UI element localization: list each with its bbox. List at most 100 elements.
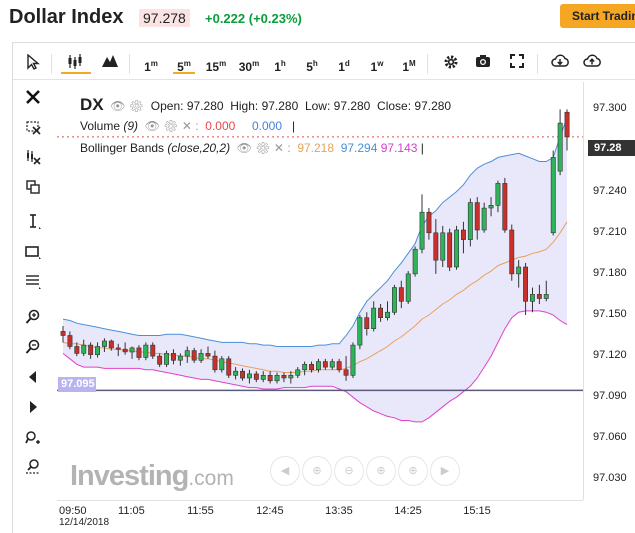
chart-toolbar: 1m 5m 15m 30m 1h 5h 1d 1w 1M	[13, 48, 635, 80]
interval-1m[interactable]: 1m	[144, 59, 158, 74]
scroll-right-icon[interactable]	[22, 396, 44, 418]
y-tick-label: 97.120	[593, 349, 627, 362]
x-tick-label: 09:50	[59, 505, 87, 517]
remove-indicators-icon[interactable]	[22, 146, 44, 168]
candle-body	[233, 370, 239, 376]
cursor-icon[interactable]	[23, 53, 43, 74]
candle-body	[350, 344, 356, 376]
bb-upper-value: 97.294	[340, 141, 378, 155]
candle-body	[385, 311, 390, 318]
interval-1M[interactable]: 1M	[402, 59, 416, 74]
area-chart-icon[interactable]	[99, 54, 121, 74]
zoom-in-icon[interactable]	[22, 306, 44, 328]
candle-body	[150, 344, 156, 357]
interval-15m[interactable]: 15m	[205, 59, 227, 74]
candle-body	[101, 340, 107, 347]
remove-drawings-icon[interactable]	[22, 116, 44, 138]
candle-body	[322, 361, 328, 368]
price-change: +0.222 (+0.23%)	[205, 11, 302, 26]
candle-body	[219, 358, 225, 371]
nav-zoom-out-icon[interactable]: ⊖	[334, 456, 364, 486]
candle-body	[550, 157, 556, 234]
candle-body	[88, 344, 94, 356]
candle-body	[481, 207, 487, 231]
fullscreen-icon[interactable]	[507, 54, 527, 74]
candles-icon[interactable]	[61, 54, 91, 74]
chart-nav-controls: ◀ ⊕ ⊖ ⊕ ⊕ ▶	[270, 456, 460, 486]
cloud-upload-icon[interactable]	[581, 54, 603, 74]
y-tick-label: 97.300	[593, 102, 627, 115]
candle-body	[274, 374, 280, 382]
candle-body	[495, 183, 501, 206]
candle-body	[454, 229, 459, 268]
candle-body	[74, 346, 80, 354]
fibonacci-tool-icon[interactable]	[22, 270, 44, 292]
bb-controls-icon[interactable]: 👁 ⚙ ✕ :	[233, 141, 294, 155]
nav-zoom-reset-2-icon[interactable]: ⊕	[398, 456, 428, 486]
bb-middle-value: 97.218	[297, 141, 335, 155]
camera-icon[interactable]	[473, 54, 493, 74]
interval-1h[interactable]: 1h	[274, 59, 286, 74]
y-tick-label: 97.240	[593, 184, 627, 197]
y-tick-label: 97.090	[593, 390, 627, 403]
quote-header: Dollar Index 97.278 +0.222 (+0.23%) Star…	[0, 0, 635, 40]
x-tick-label: 15:15	[463, 505, 491, 517]
chart-frame-left	[12, 42, 13, 533]
candle-body	[129, 347, 135, 353]
nav-zoom-reset-icon[interactable]: ⊕	[366, 456, 396, 486]
interval-1d[interactable]: 1d	[338, 59, 350, 74]
interval-30m[interactable]: 30m	[238, 59, 260, 74]
nav-right-icon[interactable]: ▶	[430, 456, 460, 486]
interval-1w[interactable]: 1w	[370, 59, 384, 74]
settings-small-icon[interactable]: ⚙	[128, 99, 148, 113]
candle-body	[419, 211, 425, 250]
interval-5m[interactable]: 5m	[173, 54, 195, 74]
candle-body	[529, 294, 535, 302]
candle-body	[253, 373, 259, 380]
eye-icon[interactable]: 👁	[106, 99, 129, 113]
candle-body	[343, 369, 349, 376]
candle-body	[67, 335, 73, 347]
candle-body	[191, 350, 197, 361]
settings-gear-icon[interactable]	[441, 54, 461, 74]
candle-body	[412, 248, 418, 275]
candle-body	[122, 348, 128, 353]
y-tick-label: 97.030	[593, 472, 627, 485]
candle-body	[260, 374, 266, 380]
zoom-out-icon[interactable]	[22, 336, 44, 358]
volume-controls-icon[interactable]: 👁 ⚙ ✕ :	[141, 119, 202, 133]
candle-body	[467, 202, 473, 240]
candle-body	[543, 294, 549, 299]
y-tick-label: 97.150	[593, 307, 627, 320]
candle-body	[108, 340, 114, 349]
candle-body	[164, 353, 170, 365]
candle-body	[198, 353, 204, 361]
bollinger-legend: Bollinger Bands (close,20,2) 👁 ⚙ ✕ : 97.…	[80, 141, 424, 155]
zoom-area-icon[interactable]	[22, 426, 44, 448]
bb-params: (close,20,2)	[167, 141, 231, 155]
copy-icon[interactable]	[22, 176, 44, 198]
time-axis[interactable]: 12/14/2018 09:50 11:05 11:55 12:45 13:35 14:2…	[57, 500, 583, 533]
bollinger-band-fill	[63, 117, 567, 422]
close-icon[interactable]	[22, 86, 44, 108]
nav-left-icon[interactable]: ◀	[270, 456, 300, 486]
y-tick-label: 97.060	[593, 431, 627, 444]
vertical-line-tool-icon[interactable]	[22, 210, 44, 232]
date-label: 12/14/2018	[59, 517, 110, 528]
candle-body	[309, 363, 314, 371]
low-value: 97.280	[333, 99, 371, 113]
bb-lower-value: 97.143	[380, 141, 418, 155]
price-chart[interactable]	[57, 82, 583, 500]
reset-zoom-icon[interactable]	[22, 456, 44, 478]
legend-symbol: DX	[80, 95, 104, 114]
scroll-left-icon[interactable]	[22, 366, 44, 388]
rectangle-tool-icon[interactable]	[22, 240, 44, 262]
start-trading-button[interactable]: Start Trading	[560, 4, 635, 28]
toolbar-separator	[129, 54, 130, 74]
candle-body	[247, 373, 252, 379]
cloud-download-icon[interactable]	[549, 54, 571, 74]
interval-5h[interactable]: 5h	[306, 59, 318, 74]
candle-body	[440, 232, 446, 261]
nav-zoom-in-icon[interactable]: ⊕	[302, 456, 332, 486]
investing-logo: Investing.com	[70, 460, 234, 492]
